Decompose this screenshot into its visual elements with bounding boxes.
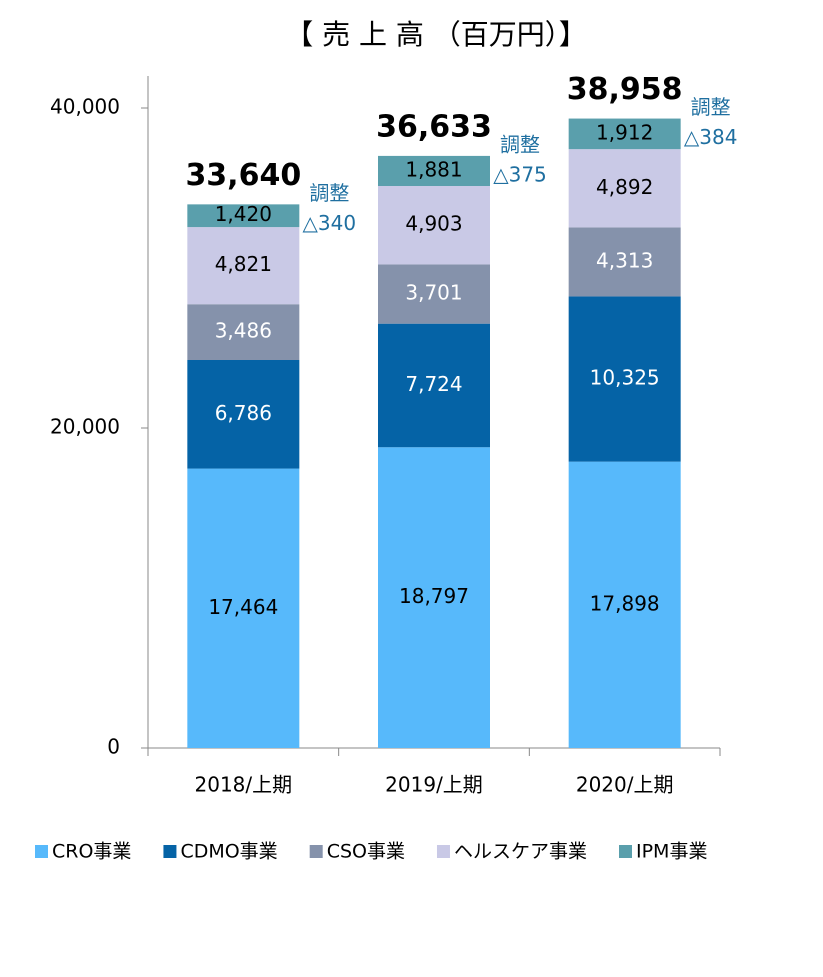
data-label: 17,898 (590, 591, 660, 615)
total-label: 36,633 (376, 109, 492, 144)
bar-segment (568, 227, 681, 297)
x-tick-label: 2018/上期 (195, 773, 293, 797)
legend-swatch (619, 845, 632, 858)
bar-segment (187, 227, 300, 305)
data-label: 6,786 (215, 401, 272, 425)
legend-swatch (436, 845, 450, 858)
data-label: 4,892 (596, 175, 653, 199)
bar-segment (187, 204, 300, 228)
adjustment-label: △384 (684, 125, 738, 149)
data-label: 7,724 (405, 372, 462, 396)
bar-segment (378, 447, 490, 748)
adjustment-title: 調整 (309, 181, 349, 205)
data-label: 10,325 (590, 366, 660, 390)
bar-segment (187, 304, 300, 360)
data-label: 3,486 (215, 319, 272, 343)
bar-segment (568, 296, 681, 462)
data-label: 1,420 (215, 202, 272, 226)
bar-segment (187, 360, 300, 469)
bar-segment (568, 149, 681, 228)
data-label: 17,464 (208, 595, 278, 619)
bar-segment (378, 155, 490, 186)
data-label: 18,797 (399, 584, 469, 608)
legend-label: CDMO事業 (180, 841, 277, 863)
y-tick-label: 20,000 (50, 415, 120, 439)
adjustment-title: 調整 (691, 95, 731, 119)
y-tick-label: 40,000 (50, 95, 120, 119)
adjustment-label: △375 (493, 162, 547, 186)
bar-segment (378, 264, 490, 324)
legend-label: ヘルスケア事業 (454, 841, 587, 863)
total-label: 38,958 (567, 72, 683, 107)
adjustment-title: 調整 (500, 132, 540, 156)
legend-label: CRO事業 (52, 841, 131, 863)
bar-segment (568, 461, 681, 748)
data-label: 4,821 (215, 252, 272, 276)
adjustment-label: △340 (303, 211, 357, 235)
data-label: 3,701 (405, 281, 462, 305)
x-tick-label: 2019/上期 (385, 773, 483, 797)
data-label: 4,313 (596, 248, 653, 272)
legend-swatch (35, 845, 48, 858)
bar-segment (378, 186, 490, 265)
data-label: 1,881 (405, 157, 462, 181)
data-label: 1,912 (596, 120, 653, 144)
y-tick-label: 0 (107, 735, 120, 759)
bar-segment (568, 118, 681, 150)
legend-swatch (309, 845, 323, 858)
data-label: 4,903 (405, 212, 462, 236)
legend-label: IPM事業 (636, 841, 707, 863)
legend-label: CSO事業 (327, 841, 405, 863)
legend-swatch (163, 845, 177, 858)
bar-segment (378, 323, 490, 448)
bar-segment (187, 468, 300, 748)
total-label: 33,640 (185, 158, 301, 193)
chart-title: 【 売 上 高 （百万円）】 (285, 18, 587, 51)
x-tick-label: 2020/上期 (576, 773, 674, 797)
